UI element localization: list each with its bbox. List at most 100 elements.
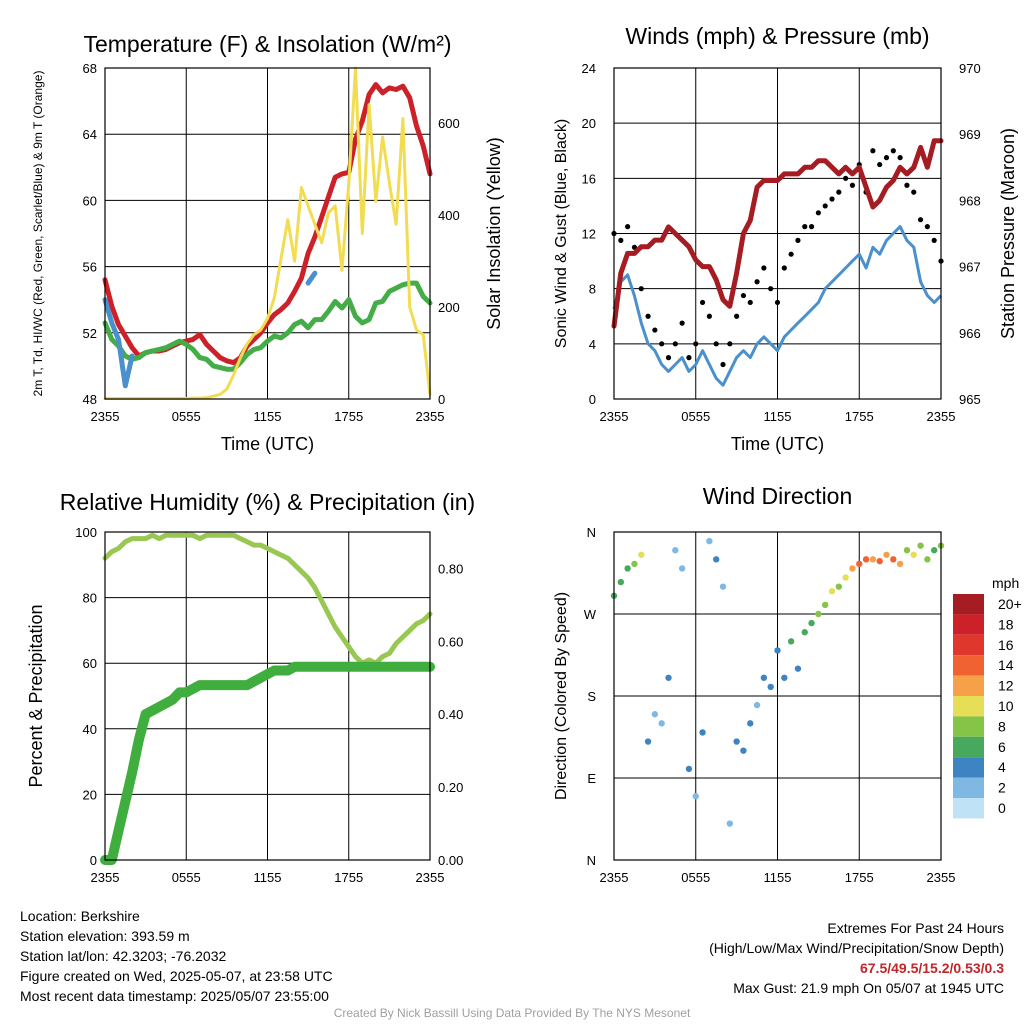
gust-point [931,237,937,243]
recent-data-text: Most recent data timestamp: 2025/05/07 2… [20,988,329,1004]
direction-point [930,547,938,554]
y-tick-label: E [587,771,596,786]
gust-point [883,155,890,161]
legend-swatch [953,716,984,737]
y-tick-label: 64 [83,127,97,142]
gust-point [686,355,692,361]
x-tick-label: 2355 [91,409,120,424]
location-text: Location: Berkshire [20,908,140,924]
gust-point [877,161,883,168]
legend-label: 6 [998,739,1006,755]
gust-point [774,299,781,306]
x-tick-label: 2355 [91,870,120,885]
x-tick-label: 1155 [254,870,282,885]
y2-tick-label: 400 [438,208,460,223]
legend-swatch [953,696,984,717]
y-tick-label: 68 [83,61,97,76]
legend-swatch [953,798,984,819]
x-tick-label: 2355 [927,870,956,885]
gust-point [890,148,896,154]
panel-2: 2355 0555 1155 1755 2355 Winds (mph) & Pressu… [553,23,1018,454]
direction-point [815,610,822,618]
gust-point [713,341,719,347]
panel-4: 2355 0555 1155 1755 2355 Wind Direction N E S W N D… [553,483,1022,885]
wind-line [612,225,943,387]
y2-tick-label: 0.20 [438,780,463,795]
y2-tick-label: 0 [438,392,445,407]
direction-point [692,793,699,800]
direction-point [706,537,713,545]
gust-point [699,299,706,306]
x-tick-label: 1155 [764,409,792,424]
direction-point [917,542,924,549]
gust-point [734,313,740,319]
direction-point [842,574,849,581]
direction-point [862,556,870,563]
y2-tick-label: 200 [438,300,460,315]
y2-tick-label: 0.60 [438,634,463,649]
gust-point [693,341,699,347]
legend-label: 8 [998,718,1006,734]
direction-point [883,551,890,558]
gust-point [802,224,808,230]
x-tick-label: 2355 [416,870,445,885]
y-axis-label: Direction (Colored By Speed) [553,592,570,800]
y2-axis-label: Station Pressure (Maroon) [998,128,1018,339]
x-tick-label: 2355 [416,409,445,424]
direction-point [896,560,904,568]
direction-point [644,738,652,745]
y-tick-label: 60 [83,193,97,208]
gust-point [631,244,638,250]
direction-point [849,565,856,572]
x-tick-label: 0555 [172,870,201,885]
y-tick-label: 24 [582,61,596,76]
gust-point [849,182,856,188]
legend-swatch [953,736,984,758]
gust-point [652,327,658,333]
extremes-title: Extremes For Past 24 Hours [827,920,1004,936]
direction-point [808,619,815,627]
y-tick-label: N [587,525,596,540]
legend-swatch [953,757,984,778]
plot-border [613,531,942,861]
y2-tick-label: 0.40 [438,707,463,722]
gust-point [924,224,930,230]
legend-label: 10 [998,698,1014,714]
y-tick-label: 48 [83,392,97,407]
gust-point [815,210,821,216]
x-tick-label: 2355 [600,870,629,885]
direction-point [760,674,768,681]
y-tick-label: 20 [83,787,97,802]
extremes-subtitle: (High/Low/Max Wind/Precipitation/Snow De… [709,940,1004,956]
direction-point [624,565,631,572]
x-tick-label: 1755 [334,409,363,424]
x-tick-label: 1755 [334,870,363,885]
y2-tick-label: 966 [959,326,981,341]
legend-title: mph [992,575,1019,591]
y-tick-label: 4 [589,337,596,352]
direction-point [638,551,645,558]
direction-point [781,674,788,681]
x-tick-label: 2355 [927,409,956,424]
direction-point [828,588,836,595]
direction-point [890,556,897,563]
direction-point [924,556,931,563]
elevation-text: Station elevation: 393.59 m [20,928,190,944]
gust-point [679,320,685,326]
direction-point [801,629,808,636]
direction-point [712,556,720,563]
legend-swatch [953,614,984,635]
latlon-text: Station lat/lon: 42.3203; -76.2032 [20,948,227,964]
y-axis-label: Sonic Wind & Gust (Blue, Black) [553,119,570,348]
gust-point [672,341,678,347]
direction-point [821,601,829,609]
gust-point [645,313,651,319]
gust-point [625,224,631,230]
station-info: Location: Berkshire Station elevation: 3… [20,906,333,1006]
legend-swatch [953,777,984,798]
extremes-info: Extremes For Past 24 Hours (High/Low/Max… [709,918,1004,998]
y-tick-label: 0 [589,392,596,407]
y-tick-label: 100 [75,525,97,540]
gust-point [843,175,849,181]
gust-point [829,196,835,202]
